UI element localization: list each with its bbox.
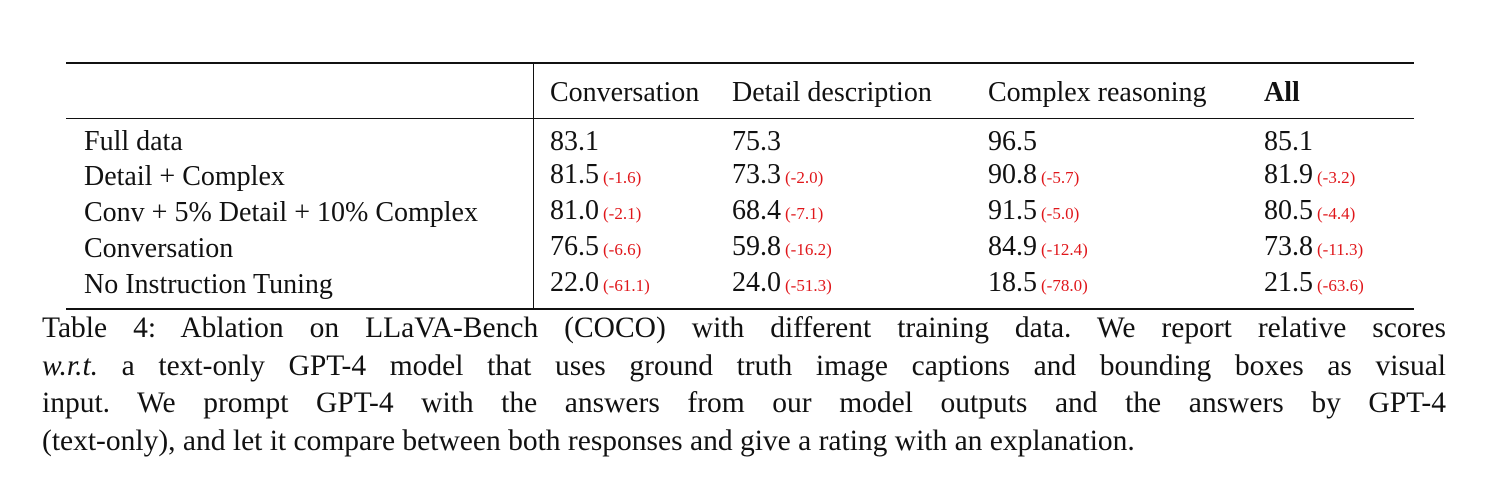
score-delta: (-4.4) (1317, 204, 1356, 223)
header-label-empty (66, 63, 534, 119)
score-value: 81.0 (550, 195, 599, 226)
score-value: 81.9 (1264, 159, 1313, 190)
score-value: 83.1 (550, 126, 599, 157)
score-delta: (-78.0) (1041, 276, 1088, 295)
score-delta: (-1.6) (603, 168, 642, 187)
table-row: Conv + 5% Detail + 10% Complex 81.0 (-2.1)… (66, 194, 1414, 230)
caption-line-1: Table 4: Ablation on LLaVA-Bench (COCO) … (42, 312, 1446, 344)
cell-conversation: 81.0 (-2.1) (533, 194, 732, 230)
row-label: Conv + 5% Detail + 10% Complex (84, 196, 478, 228)
score-value: 85.1 (1264, 126, 1313, 157)
cell-detail-description: 59.8 (-16.2) (732, 230, 988, 266)
score-delta: (-7.1) (785, 204, 824, 223)
table-body: Full data 83.1 75.3 96.5 85.1 Detail + Comple… (66, 118, 1414, 309)
cell-conversation: 22.0 (-61.1) (533, 266, 732, 309)
score-delta: (-3.2) (1317, 168, 1356, 187)
caption-line-2-text: a text-only GPT-4 model that uses ground… (98, 349, 1446, 382)
score-value: 21.5 (1264, 267, 1313, 298)
row-label: Full data (84, 126, 183, 157)
score-delta: (-16.2) (785, 240, 832, 259)
score-value: 80.5 (1264, 195, 1313, 226)
score-delta: (-61.1) (603, 276, 650, 295)
cell-detail-description: 73.3 (-2.0) (732, 158, 988, 194)
header-complex-reasoning: Complex reasoning (988, 76, 1207, 108)
score-value: 75.3 (732, 126, 781, 157)
score-value: 22.0 (550, 267, 599, 298)
score-delta: (-12.4) (1041, 240, 1088, 259)
score-delta: (-63.6) (1317, 276, 1364, 295)
cell-detail-description: 75.3 (732, 119, 988, 159)
score-delta: (-51.3) (785, 276, 832, 295)
table-row: Full data 83.1 75.3 96.5 85.1 (66, 118, 1414, 159)
score-value: 76.5 (550, 231, 599, 262)
row-label: Detail + Complex (84, 160, 285, 192)
score-delta: (-6.6) (603, 240, 642, 259)
cell-conversation: 81.5 (-1.6) (533, 158, 732, 194)
row-label: No Instruction Tuning (84, 268, 333, 300)
cell-detail-description: 24.0 (-51.3) (732, 266, 988, 309)
score-value: 73.3 (732, 159, 781, 190)
cell-all: 81.9 (-3.2) (1264, 158, 1414, 194)
cell-complex-reasoning: 84.9 (-12.4) (988, 230, 1264, 266)
table-header-row: Conversation Detail description Complex … (66, 63, 1414, 119)
caption-line-2: w.r.t. a text-only GPT-4 model that uses… (42, 348, 1446, 386)
cell-complex-reasoning: 91.5 (-5.0) (988, 194, 1264, 230)
cell-conversation: 83.1 (533, 118, 732, 158)
caption-line-4: (text-only), and let it compare between … (42, 424, 1135, 457)
score-value: 73.8 (1264, 231, 1313, 262)
cell-detail-description: 68.4 (-7.1) (732, 194, 988, 230)
cell-conversation: 76.5 (-6.6) (533, 230, 732, 266)
score-value: 68.4 (732, 195, 781, 226)
header-detail-description: Detail description (732, 76, 932, 108)
table-row: Detail + Complex 81.5 (-1.6) 73.3 (-2.0) 90.8… (66, 158, 1414, 194)
score-delta: (-5.0) (1041, 204, 1080, 223)
score-value: 59.8 (732, 231, 781, 262)
score-value: 96.5 (988, 126, 1037, 157)
cell-all: 85.1 (1264, 119, 1414, 159)
header-all: All (1264, 76, 1300, 108)
caption-line-3: input. We prompt GPT-4 with the answers … (42, 387, 1446, 419)
ablation-table-container: Conversation Detail description Complex … (66, 62, 1414, 310)
table-row: No Instruction Tuning 22.0 (-61.1) 24.0 (-51… (66, 266, 1414, 309)
score-value: 84.9 (988, 231, 1037, 262)
header-conversation: Conversation (533, 63, 732, 119)
score-value: 18.5 (988, 267, 1037, 298)
cell-all: 80.5 (-4.4) (1264, 194, 1414, 230)
row-label: Conversation (84, 232, 234, 264)
score-delta: (-5.7) (1041, 168, 1080, 187)
cell-all: 73.8 (-11.3) (1264, 230, 1414, 266)
score-value: 91.5 (988, 195, 1037, 226)
score-delta: (-2.1) (603, 204, 642, 223)
cell-all: 21.5 (-63.6) (1264, 266, 1414, 309)
score-value: 81.5 (550, 159, 599, 190)
score-value: 24.0 (732, 267, 781, 298)
score-value: 90.8 (988, 159, 1037, 190)
table-row: Conversation 76.5 (-6.6) 59.8 (-16.2) 84.9 (-1… (66, 230, 1414, 266)
ablation-table: Conversation Detail description Complex … (66, 62, 1414, 310)
score-delta: (-2.0) (785, 168, 824, 187)
score-delta: (-11.3) (1317, 240, 1364, 259)
caption-wrt: w.r.t. (42, 349, 99, 382)
cell-complex-reasoning: 96.5 (988, 119, 1264, 159)
table-caption: Table 4: Ablation on LLaVA-Bench (COCO) … (42, 310, 1446, 460)
cell-complex-reasoning: 90.8 (-5.7) (988, 158, 1264, 194)
cell-complex-reasoning: 18.5 (-78.0) (988, 266, 1264, 309)
